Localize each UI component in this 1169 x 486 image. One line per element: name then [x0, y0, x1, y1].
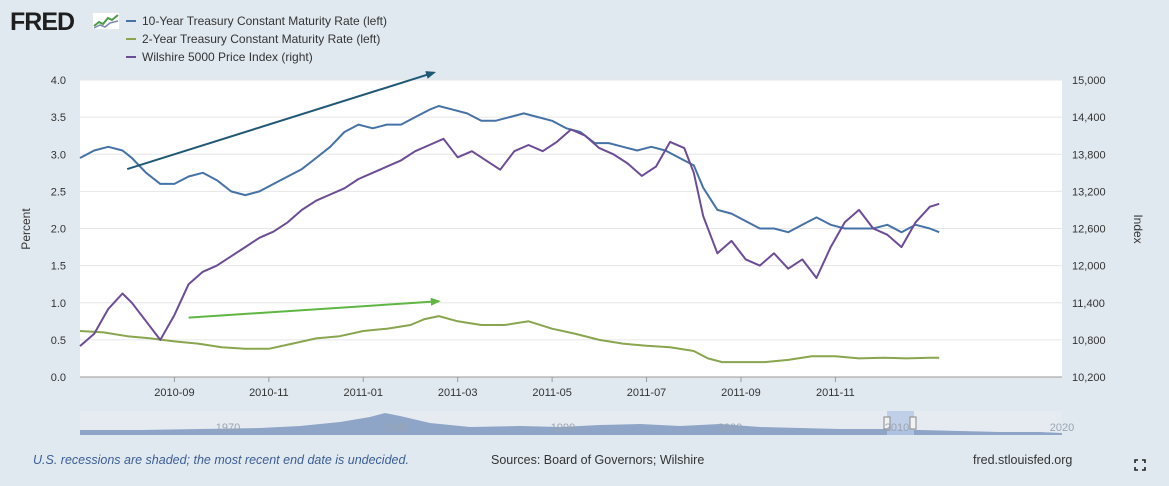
site-link[interactable]: fred.stlouisfed.org	[973, 453, 1073, 467]
y-right-tick-label: 12,000	[1072, 261, 1106, 273]
navigator-year-label: 1980	[384, 422, 408, 434]
legend-label-wilshire: Wilshire 5000 Price Index (right)	[142, 50, 313, 64]
x-tick-label: 2011-05	[532, 387, 572, 399]
y-right-tick-label: 11,400	[1072, 298, 1105, 310]
y-right-tick-label: 13,800	[1072, 149, 1106, 161]
legend-label-2-year: 2-Year Treasury Constant Maturity Rate (…	[142, 32, 381, 46]
y-right-tick-label: 10,200	[1072, 372, 1106, 384]
fred-logo[interactable]: FRED	[10, 8, 75, 36]
series-lines	[79, 105, 940, 364]
x-tick-label: 2010-09	[154, 387, 194, 399]
series-line-10-year[interactable]	[79, 105, 940, 234]
y-axis-right-label: Index	[1131, 214, 1145, 243]
trend-arrows	[126, 71, 441, 319]
y-right-tick-label: 15,000	[1072, 75, 1106, 87]
y-right-tick-label: 10,800	[1072, 335, 1106, 347]
x-tick-label: 2011-09	[721, 387, 761, 399]
y-right-tick-label: 12,600	[1072, 224, 1106, 236]
series-line-wilshire[interactable]	[79, 128, 940, 347]
legend-swatch-wilshire	[126, 56, 136, 58]
y-left-tick-label: 2.5	[51, 186, 66, 198]
y-left-tick-label: 3.0	[51, 149, 66, 161]
range-navigator[interactable]: 1970 1980 1990 2000 2010 2020	[80, 411, 1074, 435]
axes: 0.0 10,200 0.5 10,800 1.0 11,400 1.5 12,000 2.0 1…	[51, 75, 1106, 399]
y-axis-left-label: Percent	[19, 208, 33, 250]
y-left-tick-label: 2.0	[51, 224, 66, 236]
line-chart[interactable]: 0.0 10,200 0.5 10,800 1.0 11,400 1.5 12,000 2.0 1…	[0, 0, 1169, 445]
y-left-tick-label: 0.5	[51, 335, 66, 347]
x-tick-label: 2010-11	[249, 387, 289, 399]
x-tick-label: 2011-01	[343, 387, 383, 399]
fullscreen-icon[interactable]	[1134, 459, 1146, 471]
navigator-area	[80, 413, 1062, 435]
navigator-year-label: 2000	[718, 422, 742, 434]
legend-item-wilshire[interactable]: Wilshire 5000 Price Index (right)	[126, 48, 387, 66]
y-left-tick-label: 0.0	[51, 372, 66, 384]
legend-item-2-year[interactable]: 2-Year Treasury Constant Maturity Rate (…	[126, 30, 387, 48]
navigator-year-label: 2010	[885, 422, 909, 434]
legend-label-10-year: 10-Year Treasury Constant Maturity Rate …	[142, 14, 387, 28]
recession-note: U.S. recessions are shaded; the most rec…	[33, 453, 409, 467]
y-left-tick-label: 1.0	[51, 298, 66, 310]
y-right-tick-label: 14,400	[1072, 112, 1106, 124]
navigator-handle-left[interactable]	[883, 416, 891, 430]
navigator-year-label: 1990	[551, 422, 575, 434]
trend-arrow-10-year	[126, 71, 436, 171]
legend-item-10-year[interactable]: 10-Year Treasury Constant Maturity Rate …	[126, 12, 387, 30]
x-tick-label: 2011-07	[627, 387, 667, 399]
navigator-handle-right[interactable]	[909, 416, 917, 430]
x-tick-label: 2011-03	[438, 387, 478, 399]
chart-legend: 10-Year Treasury Constant Maturity Rate …	[126, 12, 387, 66]
navigator-year-label: 2020	[1050, 422, 1074, 434]
y-left-tick-label: 3.5	[51, 112, 66, 124]
navigator-year-label: 1970	[216, 422, 240, 434]
sources-text: Sources: Board of Governors; Wilshire	[491, 453, 705, 467]
y-left-tick-label: 4.0	[51, 75, 66, 87]
y-left-tick-label: 1.5	[51, 261, 66, 273]
legend-swatch-2-year	[126, 38, 136, 40]
legend-swatch-10-year	[126, 20, 136, 22]
x-tick-label: 2011-11	[816, 387, 855, 399]
trend-arrow-2-year	[188, 297, 441, 319]
y-right-tick-label: 13,200	[1072, 186, 1106, 198]
series-line-2-year[interactable]	[79, 315, 940, 364]
navigator-labels: 1970 1980 1990 2000 2010 2020	[216, 422, 1074, 434]
fred-chart-logo-icon	[92, 12, 120, 30]
